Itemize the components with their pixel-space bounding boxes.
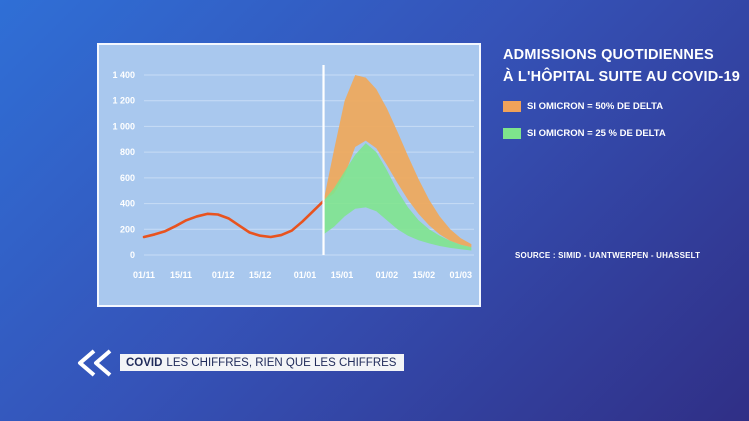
legend-item-omicron-25: SI OMICRON = 25 % DE DELTA <box>503 128 666 139</box>
y-tick-label: 0 <box>130 250 135 260</box>
chart-title-line-2: À L'HÔPITAL SUITE AU COVID-19 <box>503 69 740 85</box>
chart-panel: 0 200 400 600 800 1 000 1 200 1 400 01/11 15/11 01… <box>97 43 481 307</box>
legend-label-omicron-25: SI OMICRON = 25 % DE DELTA <box>527 128 666 139</box>
x-tick-label: 01/12 <box>212 270 235 280</box>
legend-label-omicron-50: SI OMICRON = 50% DE DELTA <box>527 101 664 112</box>
legend-item-omicron-50: SI OMICRON = 50% DE DELTA <box>503 101 663 112</box>
x-tick-label: 15/02 <box>413 270 436 280</box>
x-tick-label: 01/11 <box>133 270 155 280</box>
legend-swatch-green <box>503 128 521 139</box>
x-tick-label: 15/11 <box>170 270 192 280</box>
banner-text: COVID LES CHIFFRES, RIEN QUE LES CHIFFRE… <box>120 354 405 371</box>
band-omicron-50 <box>323 75 472 248</box>
y-tick-label: 1 400 <box>112 70 135 80</box>
y-tick-label: 600 <box>120 173 135 183</box>
x-tick-label: 15/01 <box>331 270 354 280</box>
y-tick-label: 1 000 <box>112 121 135 131</box>
legend-swatch-orange <box>503 101 521 112</box>
y-tick-label: 800 <box>120 147 135 157</box>
y-tick-label: 400 <box>120 199 135 209</box>
banner-caption: LES CHIFFRES, RIEN QUE LES CHIFFRES <box>166 356 397 369</box>
source-credit: SOURCE : SIMID - UANTWERPEN - UHASSELT <box>515 251 701 260</box>
x-tick-label: 01/03 <box>450 270 473 280</box>
double-chevron-left-icon <box>78 349 112 377</box>
y-tick-label: 200 <box>120 224 135 234</box>
x-tick-label: 15/12 <box>249 270 272 280</box>
chart-title-line-1: ADMISSIONS QUOTIDIENNES <box>503 47 714 63</box>
chart-title: ADMISSIONS QUOTIDIENNES À L'HÔPITAL SUIT… <box>503 44 743 88</box>
x-tick-label: 01/02 <box>376 270 399 280</box>
banner-keyword: COVID <box>126 356 163 369</box>
band-omicron-25 <box>323 143 472 251</box>
x-tick-label: 01/01 <box>294 270 317 280</box>
line-area-chart: 0 200 400 600 800 1 000 1 200 1 400 01/11 15/11 01… <box>112 65 474 280</box>
y-tick-label: 1 200 <box>112 96 135 106</box>
observed-line <box>142 199 325 239</box>
